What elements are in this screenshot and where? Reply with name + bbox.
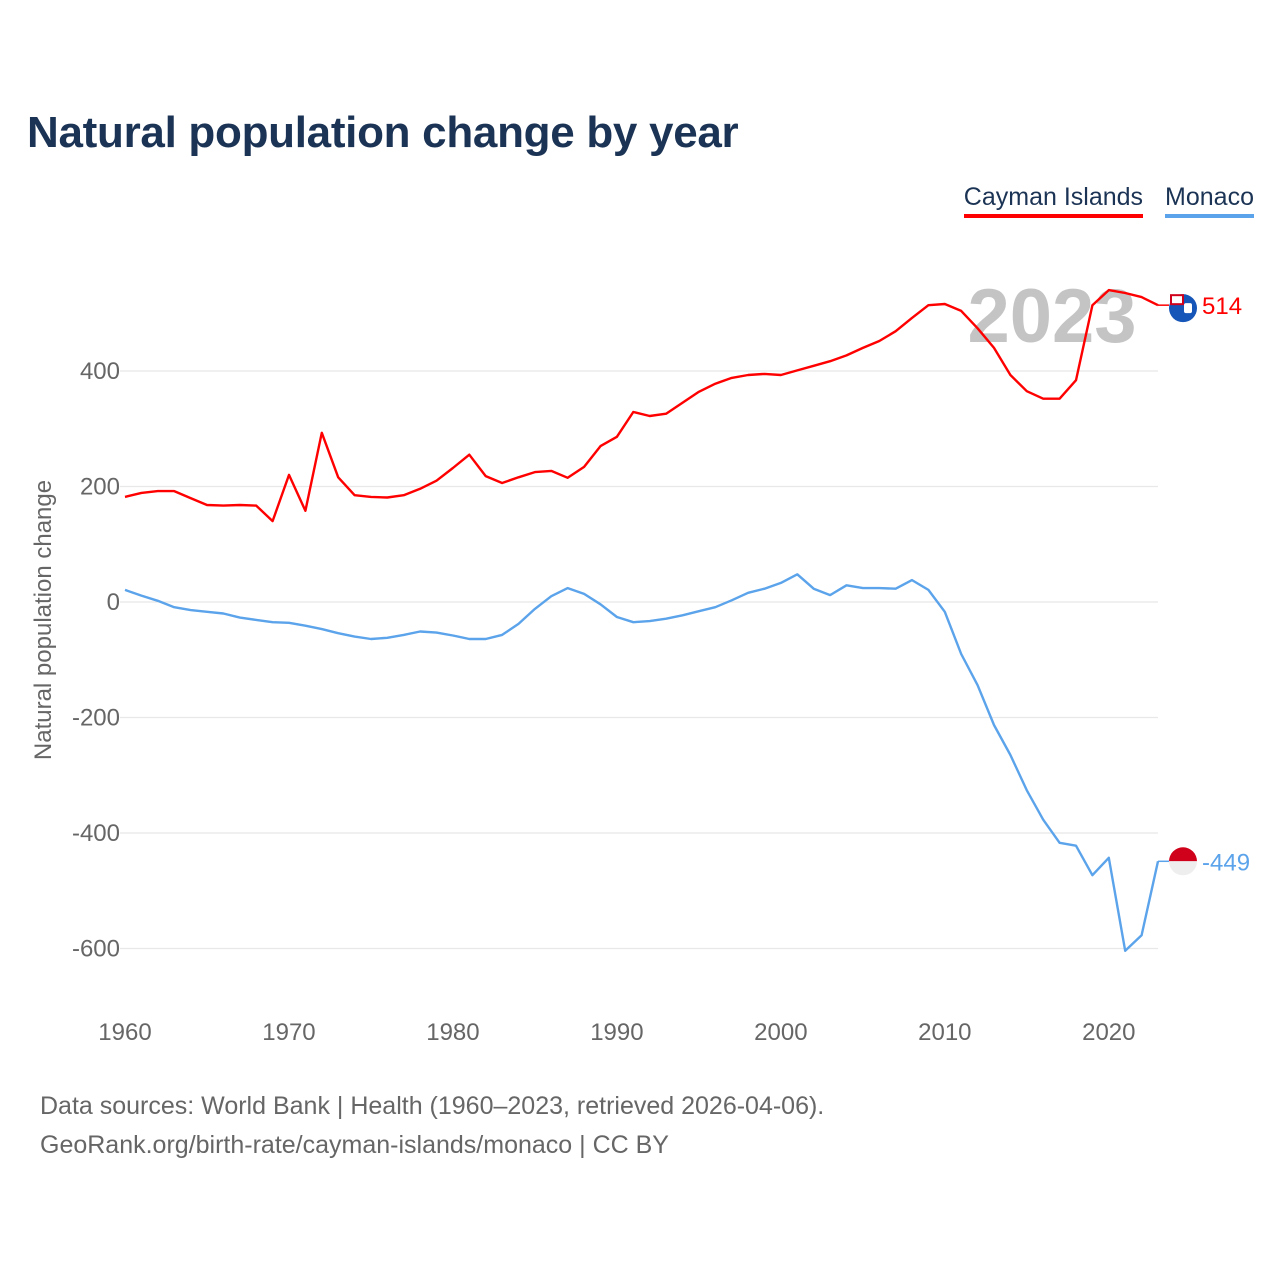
y-tick-label: 200	[80, 474, 120, 501]
x-tick-label: 1970	[262, 1019, 315, 1046]
source-link[interactable]: GeoRank.org/birth-rate/cayman-islands/mo…	[40, 1131, 669, 1159]
legend-item-cayman-islands[interactable]: Cayman Islands	[963, 183, 1144, 218]
year-watermark: 2023	[967, 274, 1136, 359]
end-value-label: 514	[1202, 293, 1242, 320]
monaco-flag-icon	[1169, 847, 1197, 876]
y-tick-label: -600	[72, 936, 120, 963]
x-tick-label: 1960	[98, 1019, 151, 1046]
x-tick-label: 2020	[1082, 1019, 1135, 1046]
series-line-monaco	[124, 573, 1160, 952]
y-tick-label: -200	[72, 705, 120, 732]
data-sources-text: Data sources: World Bank | Health (1960–…	[40, 1092, 825, 1120]
series-line-cayman-islands	[124, 288, 1159, 523]
x-tick-label: 2000	[754, 1019, 807, 1046]
flag-top-red	[1169, 847, 1197, 862]
x-tick-label: 1990	[590, 1019, 643, 1046]
legend-item-monaco[interactable]: Monaco	[1165, 183, 1254, 218]
y-tick-label: -400	[72, 820, 120, 847]
y-tick-label: 400	[80, 358, 120, 385]
flag-bottom-white	[1169, 861, 1197, 876]
y-tick-label: 0	[107, 589, 120, 616]
y-axis-label: Natural population change	[30, 480, 57, 760]
x-tick-label: 2010	[918, 1019, 971, 1046]
flag-shield	[1184, 303, 1192, 314]
end-value-label: -449	[1202, 849, 1250, 876]
page-title: Natural population change by year	[27, 108, 739, 157]
x-tick-label: 1980	[426, 1019, 479, 1046]
legend: Cayman Islands Monaco	[963, 183, 1254, 218]
footer: Data sources: World Bank | Health (1960–…	[40, 1087, 824, 1165]
cayman-islands-flag-icon	[1169, 294, 1197, 323]
flag-union-jack	[1170, 294, 1184, 306]
